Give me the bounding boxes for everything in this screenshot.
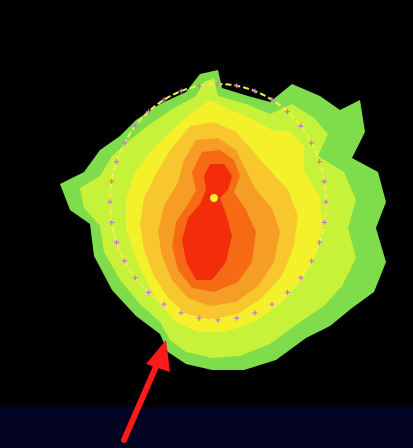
ellipse-marker [316,239,322,245]
ellipse-marker [215,317,221,323]
ellipse-marker [178,310,184,316]
ellipse-marker [132,123,138,129]
ellipse-marker [316,159,322,165]
ellipse-marker [309,258,315,264]
ellipse-marker [161,301,167,307]
ellipse-marker [121,140,127,146]
ellipse-marker [132,275,138,281]
ellipse-marker [323,199,329,205]
ellipse-marker [284,109,290,115]
ellipse-marker [269,301,275,307]
ellipse-marker [178,88,184,94]
ellipse-marker [215,81,221,87]
ellipse-marker [252,88,258,94]
ellipse-marker [298,275,304,281]
ellipse-marker [309,140,315,146]
footer-band [0,407,413,448]
ellipse-marker [196,83,202,89]
ellipse-marker [121,258,127,264]
ellipse-marker [234,83,240,89]
ellipse-marker [234,315,240,321]
ellipse-marker [114,239,120,245]
pointer-arrow-icon [121,340,170,443]
ellipse-marker [196,315,202,321]
ellipse-marker [109,219,115,225]
ellipse-marker [269,97,275,103]
ellipse-marker [109,179,115,185]
ellipse-marker [298,123,304,129]
ellipse-marker [321,179,327,185]
ellipse-marker [252,310,258,316]
ellipse-marker [321,219,327,225]
ellipse-marker [107,199,113,205]
ellipse-marker [146,289,152,295]
ellipse-markers [107,81,329,323]
ellipse-marker [114,159,120,165]
red-core-region [182,164,232,280]
ellipse-marker [284,289,290,295]
ellipse-marker [161,97,167,103]
center-hotspot [210,194,218,202]
ellipse-marker [146,109,152,115]
